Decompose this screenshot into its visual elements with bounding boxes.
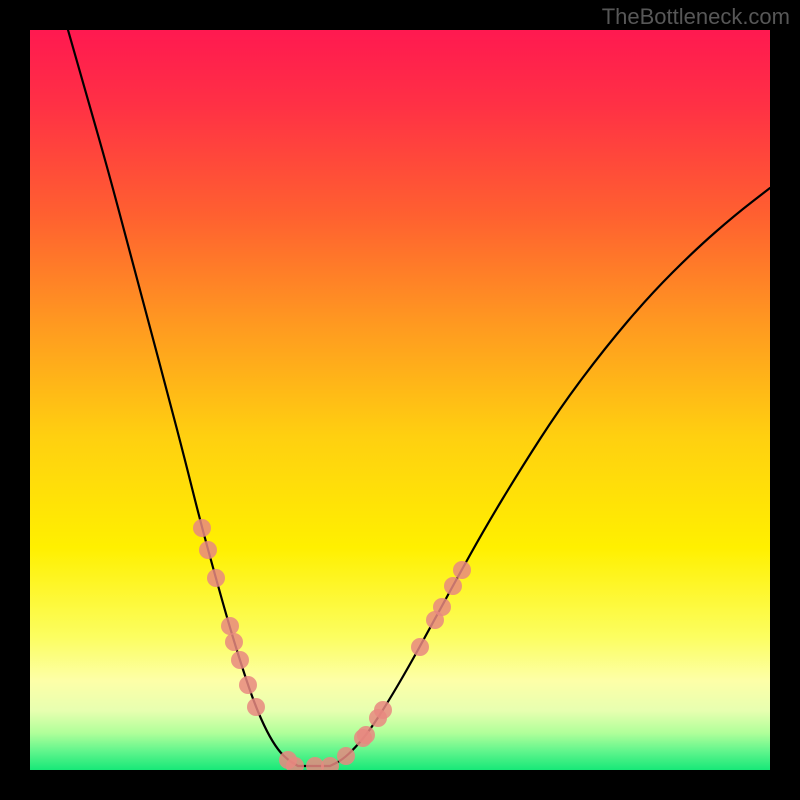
chart-container: TheBottleneck.com [0, 0, 800, 800]
data-marker [337, 747, 355, 765]
plot-area [30, 30, 770, 770]
data-marker [207, 569, 225, 587]
data-marker [453, 561, 471, 579]
data-marker [221, 617, 239, 635]
bottleneck-chart [30, 30, 770, 770]
data-marker [193, 519, 211, 537]
data-marker [433, 598, 451, 616]
data-marker [357, 726, 375, 744]
data-marker [239, 676, 257, 694]
watermark-text: TheBottleneck.com [602, 4, 790, 30]
data-marker [199, 541, 217, 559]
data-marker [444, 577, 462, 595]
gradient-background [30, 30, 770, 770]
data-marker [411, 638, 429, 656]
data-marker [225, 633, 243, 651]
data-marker [247, 698, 265, 716]
data-marker [374, 701, 392, 719]
data-marker [231, 651, 249, 669]
